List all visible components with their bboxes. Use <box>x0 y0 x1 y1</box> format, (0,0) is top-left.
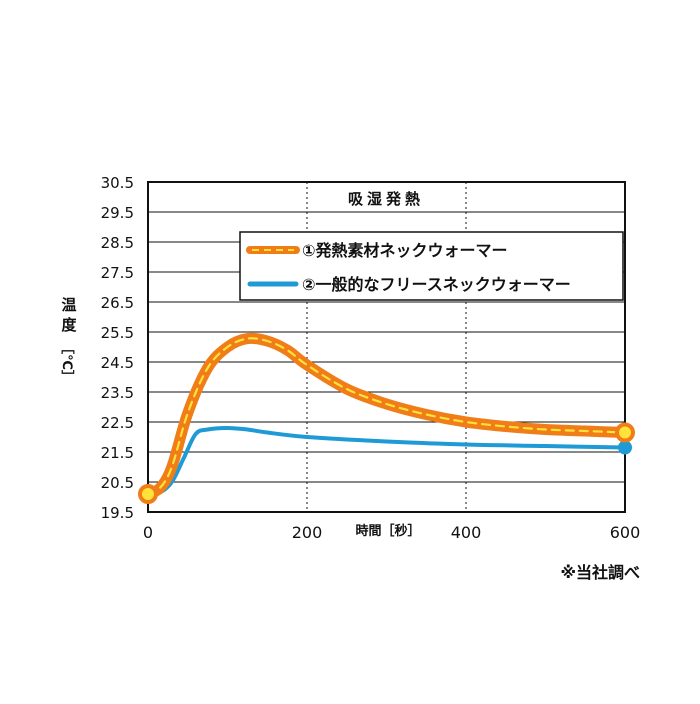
legend-label-series-1: ①発熱素材ネックウォーマー <box>302 241 508 260</box>
x-tick-label: 200 <box>292 523 323 542</box>
y-axis-unit: ［℃］ <box>59 341 75 383</box>
y-tick-label: 19.5 <box>101 504 134 522</box>
legend: ①発熱素材ネックウォーマー ②一般的なフリースネックウォーマー <box>239 231 624 301</box>
y-tick-label: 27.5 <box>101 264 134 282</box>
x-tick-label: 400 <box>451 523 482 542</box>
y-tick-label: 29.5 <box>101 204 134 222</box>
y-axis-label-char-1: 温 <box>61 296 76 314</box>
legend-box <box>239 231 624 301</box>
chart-title: 吸湿発熱 <box>348 190 424 208</box>
y-tick-label: 21.5 <box>101 444 134 462</box>
x-axis-label: 時間［秒］ <box>355 523 420 539</box>
y-tick-label: 26.5 <box>101 294 134 312</box>
y-tick-label: 24.5 <box>101 354 134 372</box>
series-1-end-point <box>615 422 635 443</box>
y-axis-label-char-2: 度 <box>61 316 77 334</box>
y-tick-label: 20.5 <box>101 474 134 492</box>
endpoint-layer <box>138 422 635 504</box>
legend-label-series-2: ②一般的なフリースネックウォーマー <box>302 275 571 294</box>
y-tick-label: 25.5 <box>101 324 134 342</box>
y-tick-label: 22.5 <box>101 414 134 432</box>
y-axis-label: 温 度 ［℃］ <box>59 296 77 383</box>
y-tick-label: 30.5 <box>101 174 134 192</box>
plot-frame <box>147 181 626 513</box>
x-tick-label: 600 <box>610 523 641 542</box>
series-line-2 <box>146 426 627 496</box>
y-ticks: 19.5 20.5 21.5 22.5 23.5 24.5 25.5 26.5 27.5 28.5… <box>101 174 134 522</box>
x-ticks: 0 200 400 600 <box>143 523 640 542</box>
x-tick-label: 0 <box>143 523 153 542</box>
series-layer <box>142 332 631 500</box>
series-line-1-dash <box>146 337 627 496</box>
series-2-end-point <box>618 440 632 455</box>
footnote: ※当社調べ <box>560 563 640 582</box>
y-tick-label: 28.5 <box>101 234 134 252</box>
y-tick-label: 23.5 <box>101 384 134 402</box>
series-1-start-point <box>138 484 158 504</box>
